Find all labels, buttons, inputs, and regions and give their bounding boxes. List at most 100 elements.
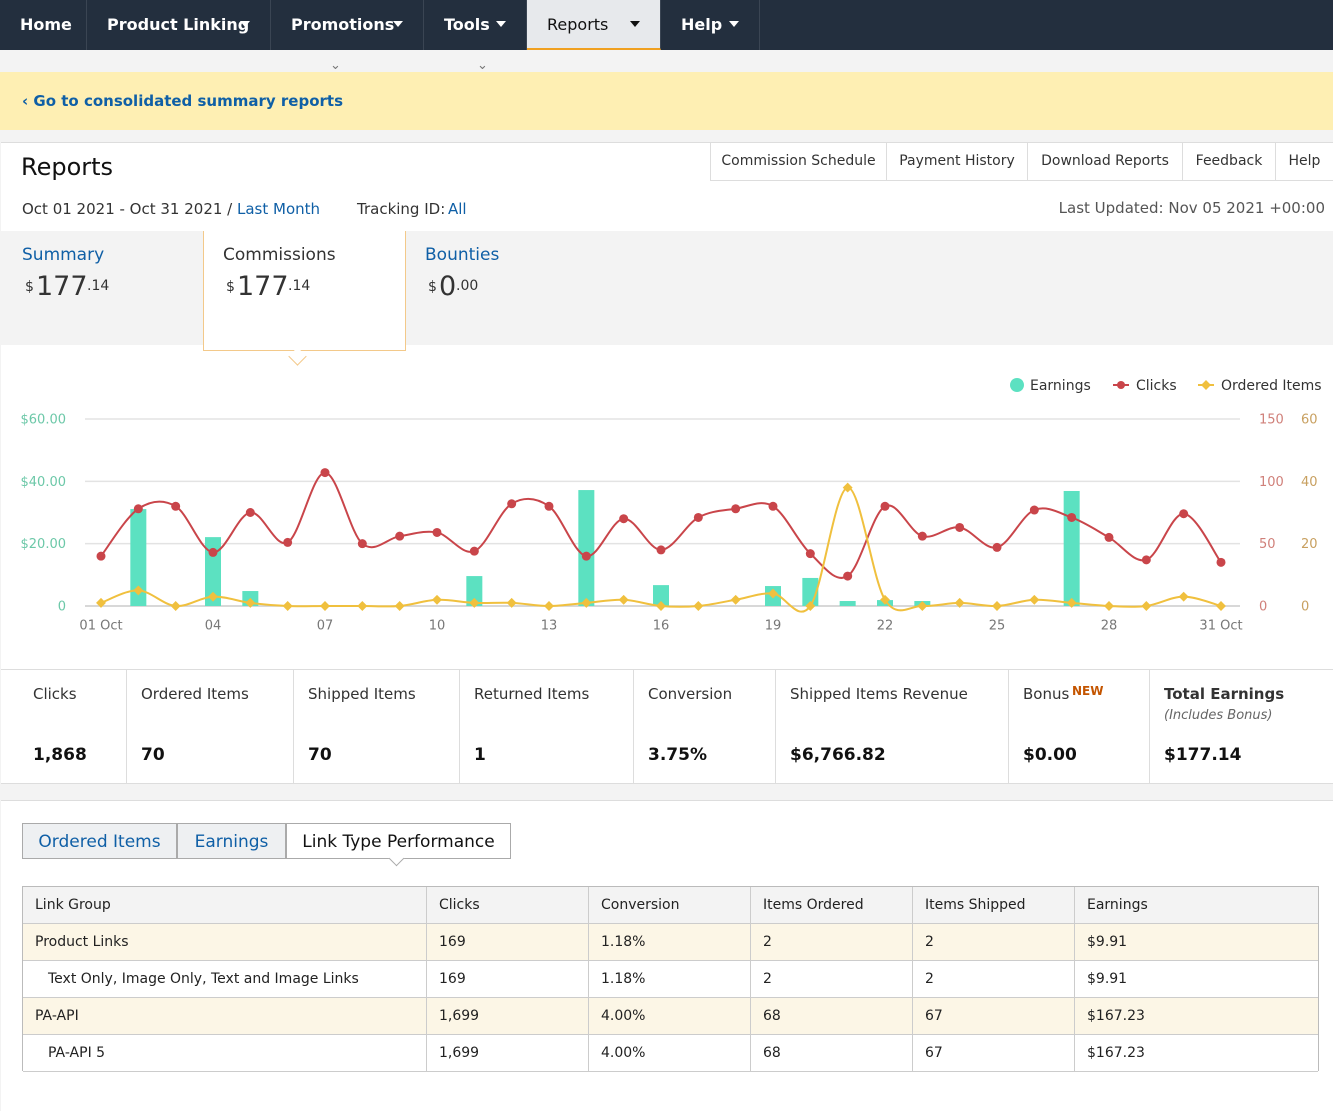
amount-cents: .14 [87, 278, 110, 294]
bar [130, 509, 147, 606]
nav-item[interactable]: Home [0, 0, 87, 50]
stat-value: 70 [308, 745, 332, 765]
marker [842, 482, 853, 493]
x-tick-label: 07 [317, 619, 334, 634]
x-tick-label: 10 [429, 619, 446, 634]
bar [653, 585, 669, 606]
cell-text: Link Group [35, 897, 111, 913]
cell-text: 67 [925, 1045, 943, 1061]
report-link[interactable]: Feedback [1182, 143, 1276, 181]
cell-text: 2 [763, 934, 772, 950]
tracking-value[interactable]: All [448, 200, 467, 218]
stat-label: Total Earnings [1164, 685, 1285, 703]
table-cell: 1.18% [589, 961, 751, 997]
marker [245, 508, 255, 517]
stat-badge: NEW [1072, 684, 1104, 698]
cell-text: 169 [439, 971, 466, 987]
marker [544, 501, 554, 511]
stat: Clicks 1,868 [1, 670, 127, 783]
marker [1216, 557, 1226, 567]
stat-note: (Includes Bonus) [1164, 708, 1273, 723]
nav-item[interactable]: Product Linking [87, 0, 271, 50]
table-cell: $167.23 [1075, 998, 1317, 1034]
nav-label: Help [681, 15, 723, 34]
caret [496, 21, 506, 27]
cell-text: 169 [439, 934, 466, 950]
report-link[interactable]: Commission Schedule [710, 143, 887, 181]
amount-cents: .00 [456, 278, 479, 294]
x-tick-label: 04 [205, 619, 222, 634]
table-cell: 67 [913, 998, 1075, 1034]
nav-item[interactable]: Help [661, 0, 760, 50]
tab[interactable]: Earnings [177, 823, 286, 859]
summary-tab-label[interactable]: Summary [22, 245, 105, 265]
table-cell: PA-API [23, 998, 427, 1034]
table-cell: 67 [913, 1035, 1075, 1071]
marker [768, 501, 778, 511]
nav-item[interactable]: Promotions [271, 0, 424, 50]
legend-label: Ordered Items [1221, 378, 1322, 394]
report-link[interactable]: Help [1275, 143, 1333, 181]
amount-currency: $ [25, 279, 34, 295]
table-row: Text Only, Image Only, Text and Image Li… [23, 961, 1318, 998]
stat-label: Returned Items [474, 685, 590, 703]
caret [729, 21, 739, 27]
marker [992, 601, 1002, 611]
cell-text: 2 [925, 971, 934, 987]
stat-value: 1,868 [33, 745, 87, 765]
marker [1029, 505, 1039, 515]
stat-label: Bonus [1023, 685, 1070, 703]
line [100, 471, 1222, 579]
marker [730, 594, 741, 605]
tab-label: Earnings [194, 832, 269, 852]
marker [245, 597, 256, 608]
table-cell: 2 [913, 961, 1075, 997]
report-link[interactable]: Download Reports [1027, 143, 1183, 181]
cell-text: Conversion [601, 897, 680, 913]
cell-text: $9.91 [1087, 934, 1128, 950]
stat-label: Shipped Items [308, 685, 416, 703]
reports-card: Reports Commission Schedule Payment Histor… [1, 142, 1333, 232]
x-tick-label: 16 [653, 619, 670, 634]
stat: Bonus NEW $0.00 [1009, 670, 1150, 783]
x-tick-label: 31 Oct [1199, 619, 1242, 634]
nav-item[interactable]: Reports [527, 0, 661, 50]
stat: Shipped Items 70 [294, 670, 460, 783]
marker [731, 504, 741, 514]
cell-text: Clicks [439, 897, 480, 913]
table-cell: 2 [751, 961, 913, 997]
report-link[interactable]: Payment History [886, 143, 1028, 181]
marker [320, 601, 330, 611]
marker [133, 504, 143, 514]
marker [395, 531, 405, 541]
marker [805, 549, 815, 559]
tab-label: Link Type Performance [302, 832, 495, 852]
marker [805, 601, 816, 611]
summary-tab-label[interactable]: Bounties [425, 245, 500, 265]
table-cell: 4.00% [589, 998, 751, 1034]
marker [1179, 509, 1189, 519]
table-cell: 2 [751, 924, 913, 960]
bar [1063, 490, 1080, 606]
cell-text: 1.18% [601, 971, 646, 987]
marker [432, 527, 442, 537]
y2-tick-label: 0 [1259, 600, 1267, 615]
last-updated: Last Updated: Nov 05 2021 +00:00 [1058, 199, 1325, 217]
stat-label: Clicks [33, 685, 77, 703]
tab[interactable]: Ordered Items [22, 823, 177, 859]
amount-currency: $ [428, 279, 437, 295]
period[interactable]: Last Month [237, 200, 321, 218]
stat-value: $6,766.82 [790, 745, 886, 765]
nav-item[interactable]: Tools [424, 0, 527, 50]
marker [955, 522, 965, 532]
stat: Total Earnings (Includes Bonus) $177.14 [1150, 670, 1332, 783]
cell-text: $167.23 [1087, 1008, 1145, 1024]
banner-link[interactable]: ‹ Go to consolidated summary reports [22, 92, 343, 110]
table-cell: 4.00% [589, 1035, 751, 1071]
marker [880, 501, 890, 511]
table-row: PA-API 5 1,699 4.00% 68 67 $167.23 [23, 1035, 1318, 1072]
report-link-label: Commission Schedule [721, 153, 876, 169]
cell-text: 1.18% [601, 934, 646, 950]
table-cell: Items Ordered [751, 887, 913, 923]
legend-swatch [1010, 378, 1024, 392]
